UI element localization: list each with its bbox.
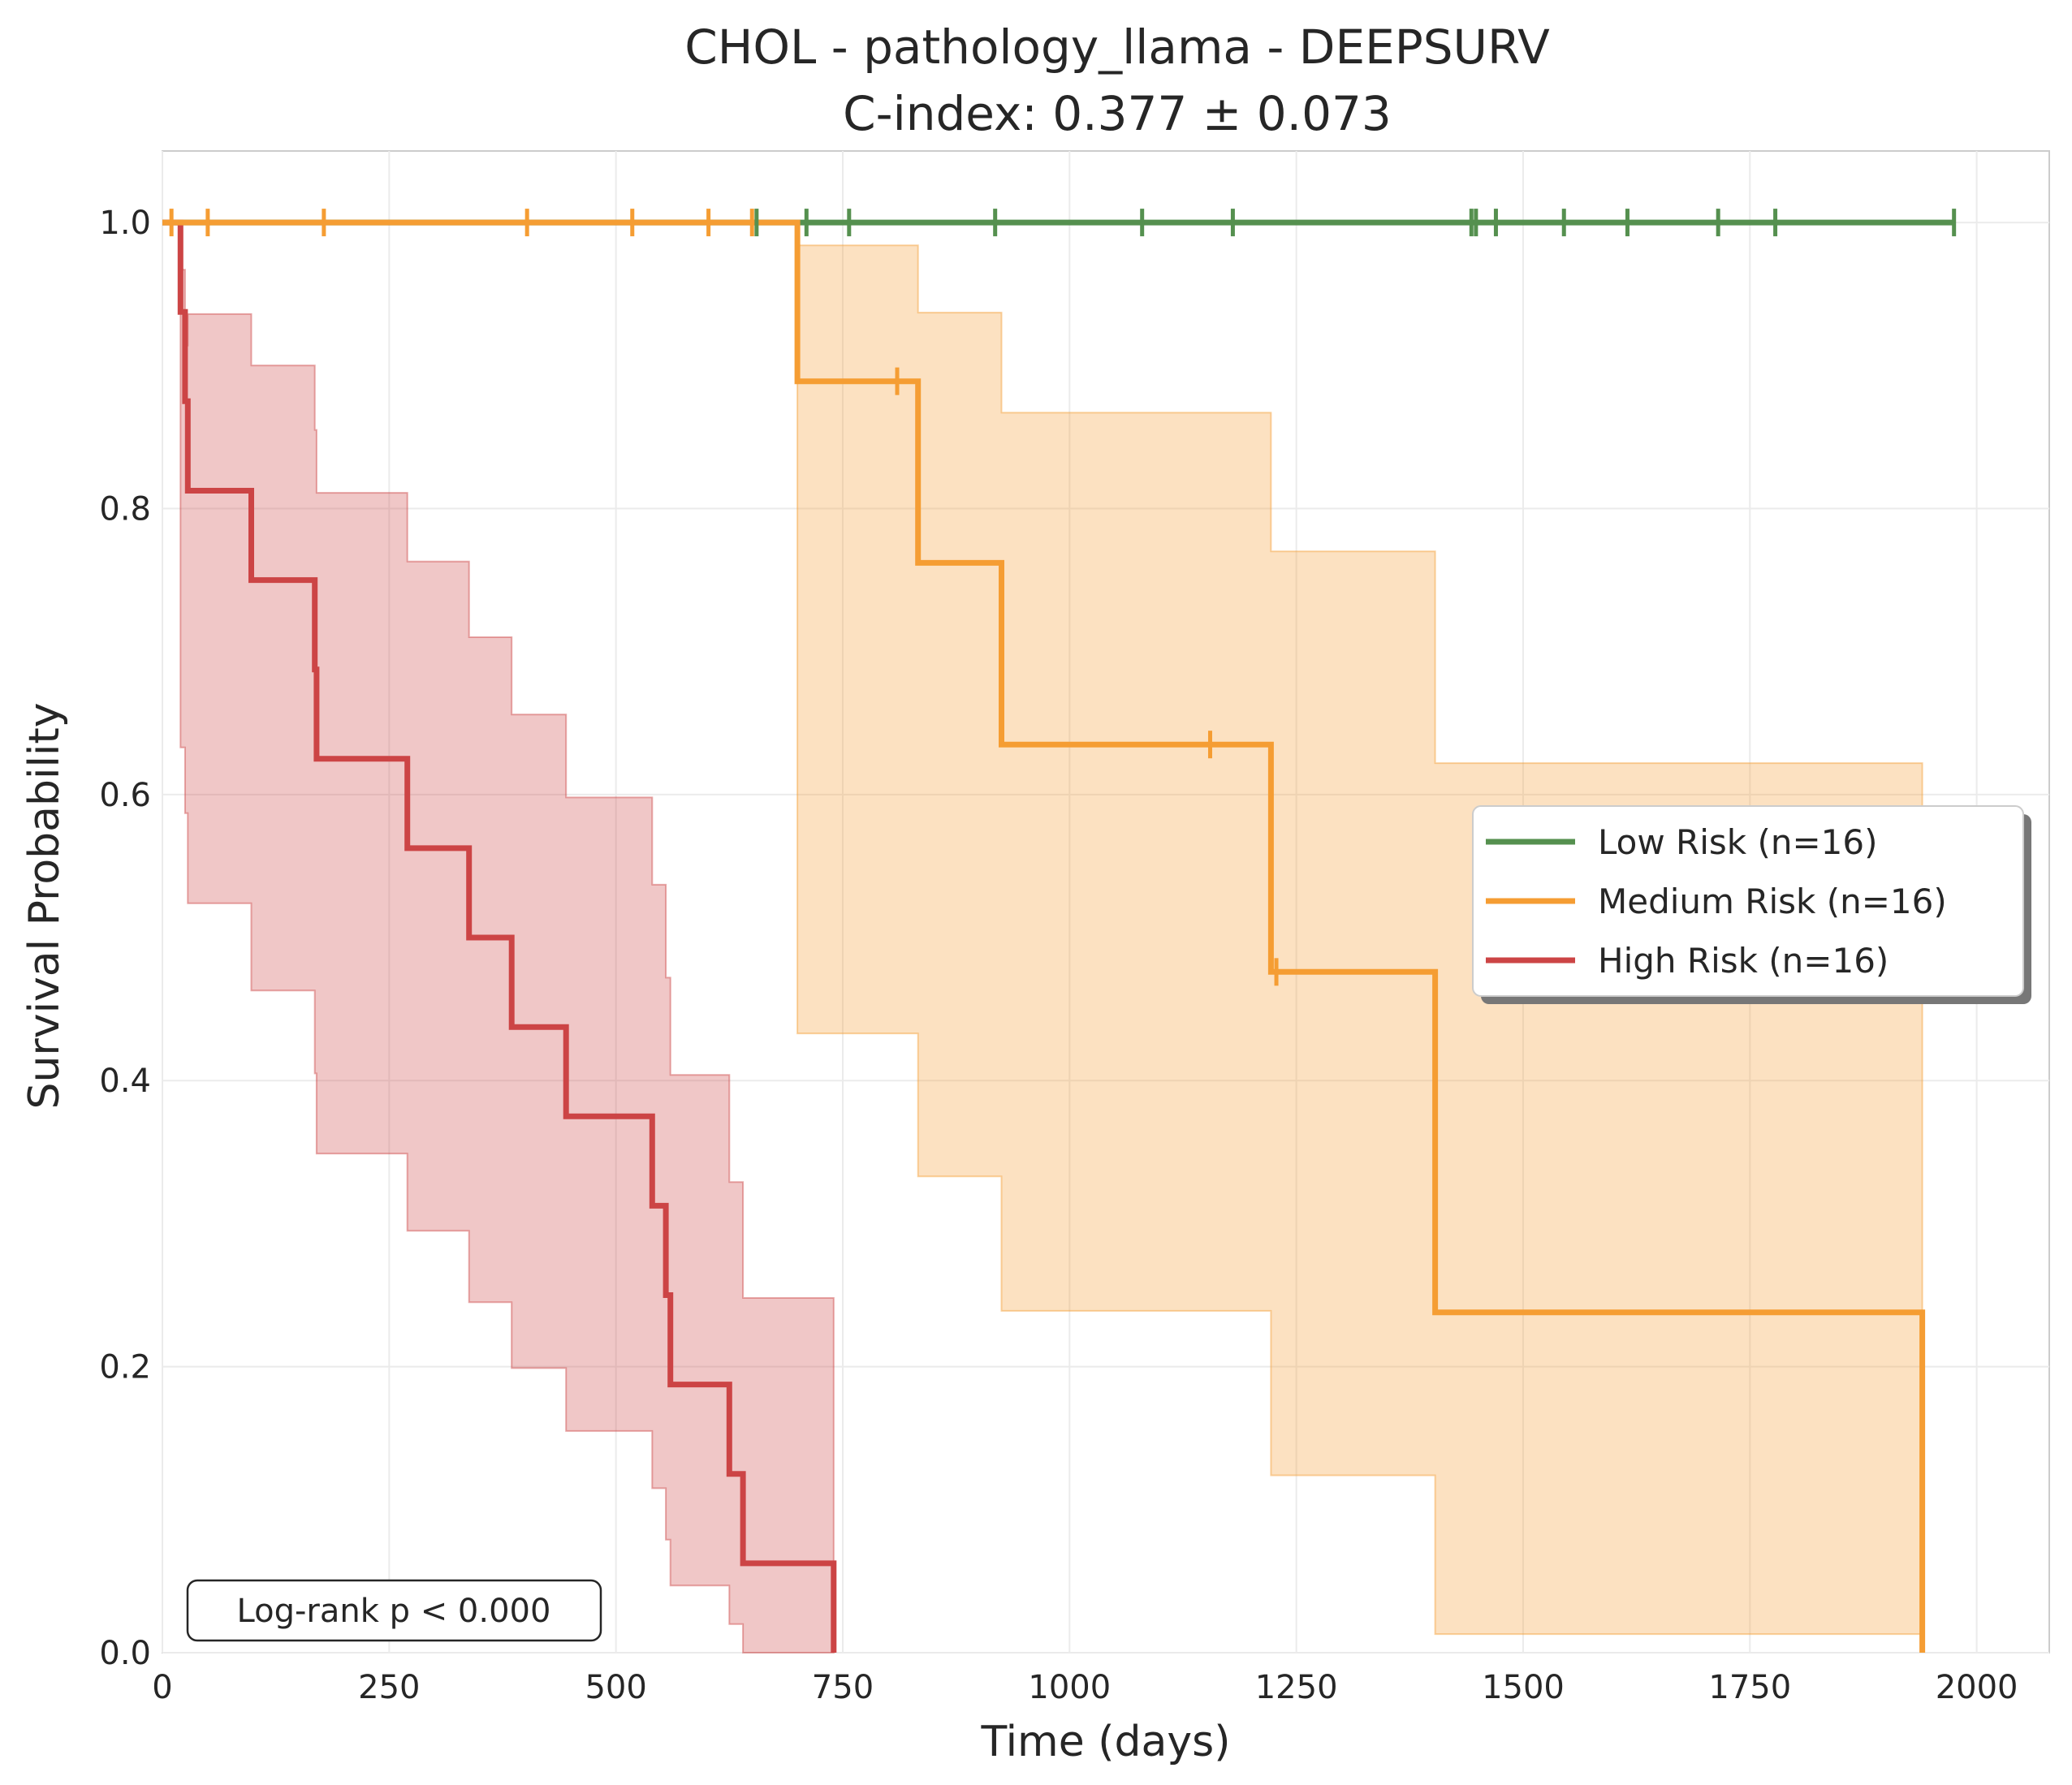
legend: Low Risk (n=16) Medium Risk (n=16) High Ri… <box>1472 805 2031 1004</box>
x-tick-label: 500 <box>585 1669 646 1706</box>
x-tick-label: 0 <box>152 1669 172 1706</box>
chart-subtitle: C-index: 0.377 ± 0.073 <box>843 86 1392 141</box>
y-tick-label: 0.4 <box>99 1063 151 1100</box>
legend-label: Low Risk (n=16) <box>1598 822 1878 862</box>
x-tick-label: 1500 <box>1482 1669 1565 1706</box>
survival-curve <box>162 219 1926 1653</box>
censor-marks <box>169 209 1957 986</box>
x-tick-label: 1000 <box>1028 1669 1111 1706</box>
x-tick-label: 1750 <box>1708 1669 1791 1706</box>
confidence-band <box>162 222 1923 1636</box>
y-tick-label: 0.6 <box>99 777 151 814</box>
x-tick-label: 2000 <box>1936 1669 2018 1706</box>
y-tick-label: 0.0 <box>99 1635 151 1672</box>
y-tick-label: 1.0 <box>99 205 151 242</box>
y-tick-labels: 0.0 0.2 0.4 0.6 0.8 1.0 <box>99 205 151 1672</box>
x-tick-label: 750 <box>812 1669 874 1706</box>
x-tick-label: 250 <box>358 1669 420 1706</box>
legend-label: Medium Risk (n=16) <box>1598 882 1947 921</box>
chart-title: CHOL - pathology_llama - DEEPSURV <box>684 19 1550 75</box>
y-tick-label: 0.8 <box>99 490 151 528</box>
annotation-box: Log-rank p < 0.000 <box>186 1579 602 1642</box>
x-tick-label: 1250 <box>1255 1669 1338 1706</box>
survival-curves <box>162 219 1954 1653</box>
log-rank-annotation: Log-rank p < 0.000 <box>237 1593 551 1630</box>
x-axis-label: Time (days) <box>980 1718 1230 1766</box>
x-tick-labels: 0 250 500 750 1000 1250 1500 1750 2000 <box>152 1669 2018 1706</box>
legend-label: High Risk (n=16) <box>1598 941 1889 981</box>
survival-curve <box>162 219 837 1653</box>
y-tick-label: 0.2 <box>99 1349 151 1386</box>
y-axis-label: Survival Probability <box>20 702 69 1109</box>
